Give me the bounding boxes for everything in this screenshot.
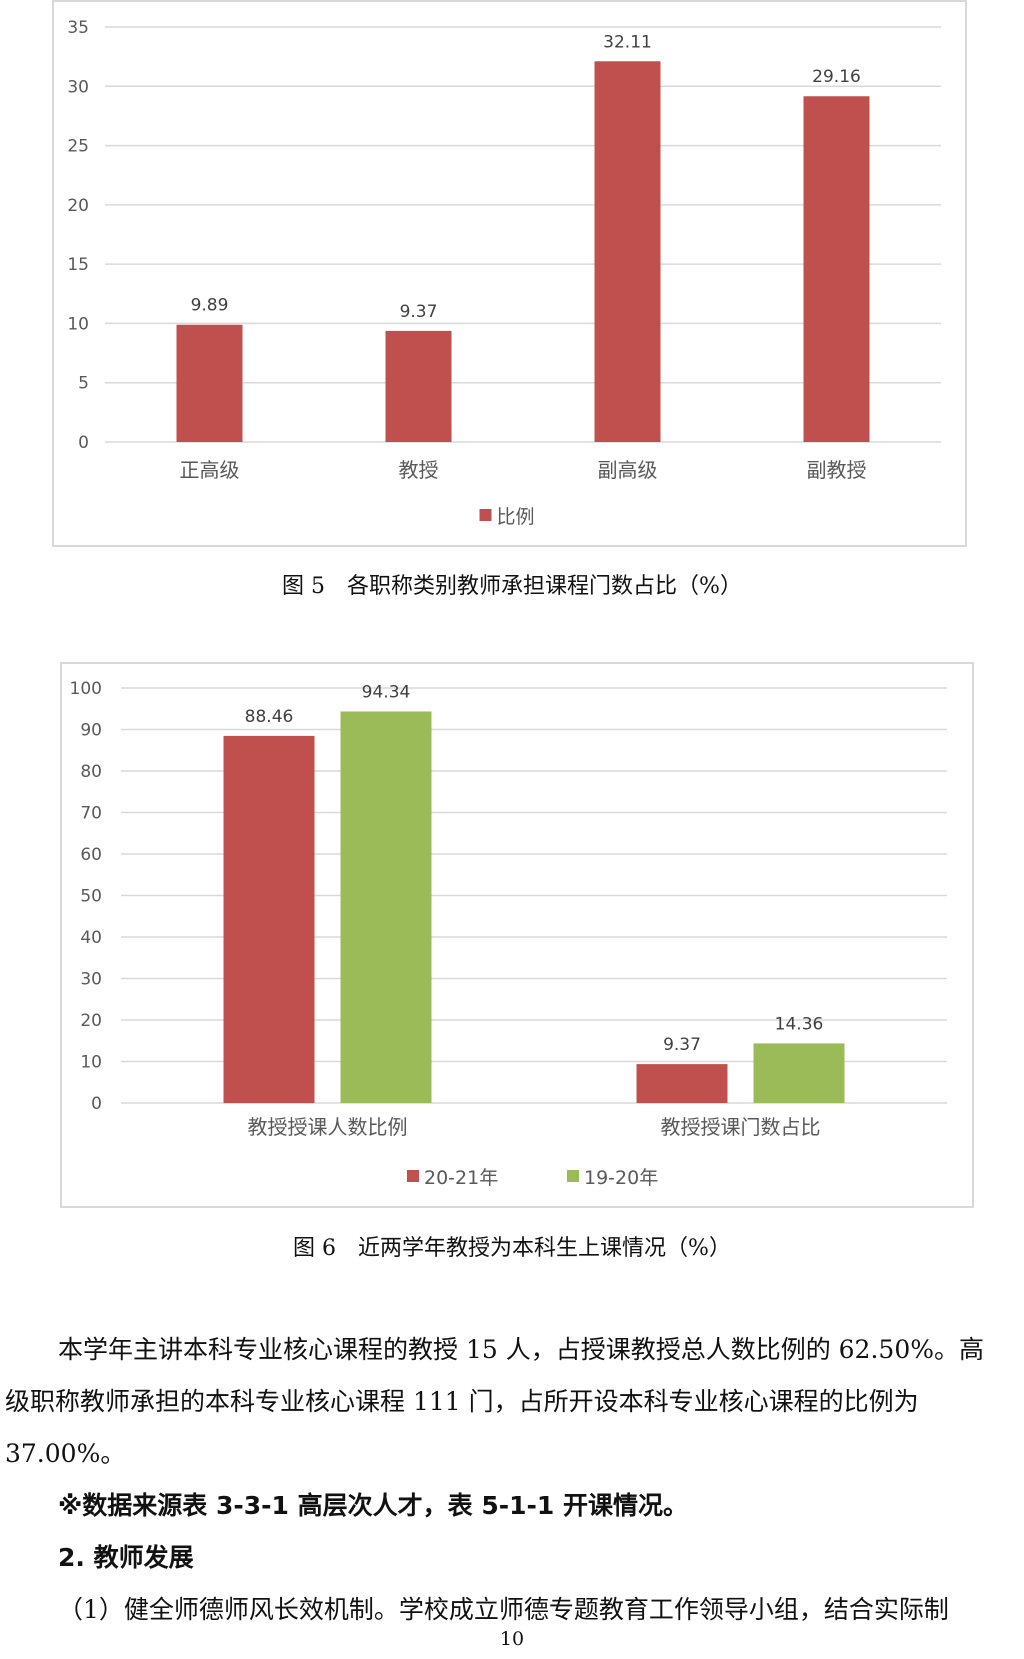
legend-swatch [479, 509, 492, 521]
data-label: 88.46 [245, 707, 294, 727]
x-category-label: 副高级 [598, 458, 658, 482]
bar [223, 735, 315, 1103]
y-tick-label: 50 [80, 887, 102, 907]
legend-swatch [407, 1170, 419, 1182]
y-tick-label: 15 [67, 255, 89, 275]
y-tick-label: 30 [80, 970, 102, 990]
bar [176, 324, 243, 442]
bar [803, 96, 870, 442]
y-tick-label: 10 [80, 1053, 102, 1073]
bar [385, 330, 452, 442]
bar [753, 1043, 845, 1103]
data-label: 32.11 [603, 32, 652, 52]
y-tick-label: 30 [67, 77, 89, 97]
y-tick-label: 60 [80, 845, 102, 865]
x-category-label: 正高级 [180, 458, 240, 482]
chart-6-svg: 0 10 20 30 40 50 60 70 80 90 100 88.46 94.34 教授授课人数比例… [70, 679, 947, 1189]
y-tick-label: 0 [91, 1094, 102, 1114]
x-category-label: 教授 [399, 458, 439, 482]
y-tick-label: 20 [80, 1011, 102, 1031]
legend-label: 比例 [497, 506, 535, 528]
paragraph-line: 级职称教师承担的本科专业核心课程 111 门，占所开设本科专业核心课程的比例为 [5, 1387, 919, 1416]
data-label: 9.37 [663, 1035, 701, 1055]
paragraph-line: （1）健全师德师风长效机制。学校成立师德专题教育工作领导小组，结合实际制 [58, 1595, 949, 1624]
y-tick-label: 20 [67, 196, 89, 216]
x-category-label: 副教授 [807, 458, 867, 482]
legend-swatch [567, 1170, 579, 1182]
paragraph-line: 本学年主讲本科专业核心课程的教授 15 人，占授课教授总人数比例的 62.50%… [58, 1335, 984, 1364]
x-category-label: 教授授课人数比例 [248, 1115, 408, 1139]
x-category-label: 教授授课门数占比 [661, 1115, 821, 1139]
y-tick-label: 90 [80, 721, 102, 741]
data-label: 14.36 [775, 1014, 824, 1034]
y-tick-label: 5 [78, 374, 89, 394]
bar [594, 61, 661, 442]
data-source-note: ※数据来源表 3-3-1 高层次人才，表 5-1-1 开课情况。 [58, 1491, 688, 1520]
bar [636, 1064, 728, 1103]
y-tick-label: 10 [67, 314, 89, 334]
figure-6-caption: 图 6 近两学年教授为本科生上课情况（%） [293, 1236, 731, 1261]
legend-label: 20-21年 [424, 1167, 498, 1189]
y-tick-label: 80 [80, 762, 102, 782]
chart-5-svg: 0 5 10 15 20 25 30 35 9.89 正高级 9.37 教授 32.11 副高级 29.16… [67, 18, 941, 528]
y-tick-label: 35 [67, 18, 89, 38]
section-heading: 2. 教师发展 [58, 1543, 194, 1572]
y-tick-label: 70 [80, 804, 102, 824]
chart-figure-5: 0 5 10 15 20 25 30 35 9.89 正高级 9.37 教授 32.11 副高级 29.16… [52, 0, 967, 547]
page-number: 10 [499, 1628, 525, 1650]
data-label: 94.34 [362, 682, 411, 702]
data-label: 29.16 [812, 67, 861, 87]
y-tick-label: 25 [67, 137, 89, 157]
data-label: 9.37 [400, 302, 438, 322]
data-label: 9.89 [191, 296, 229, 316]
chart-figure-6: 0 10 20 30 40 50 60 70 80 90 100 88.46 94.34 教授授课人数比例… [60, 662, 974, 1208]
legend-label: 19-20年 [584, 1167, 658, 1189]
y-tick-label: 40 [80, 928, 102, 948]
figure-5-caption: 图 5 各职称类别教师承担课程门数占比（%） [282, 574, 742, 599]
y-tick-label: 0 [78, 433, 89, 453]
y-tick-label: 100 [70, 679, 102, 699]
paragraph-line: 37.00%。 [5, 1439, 126, 1468]
bar [340, 711, 432, 1103]
